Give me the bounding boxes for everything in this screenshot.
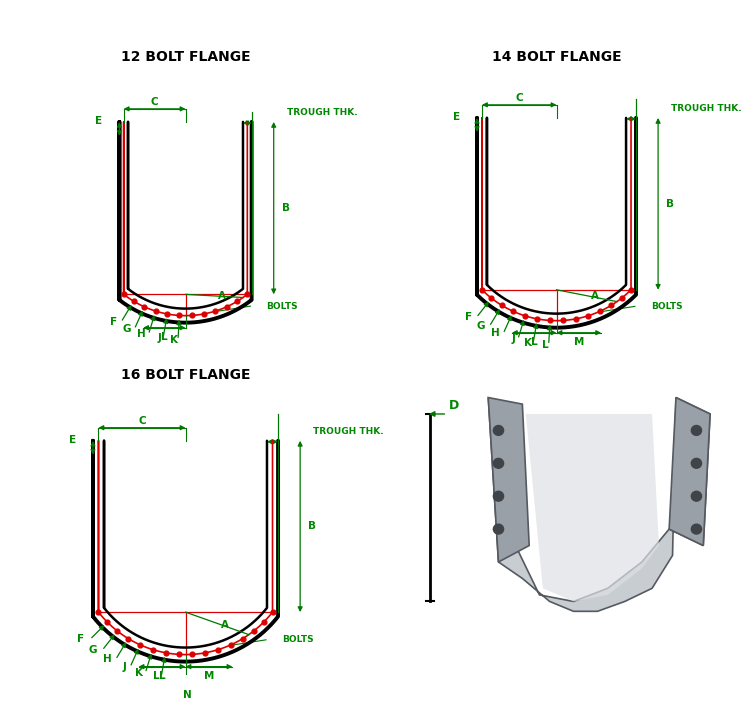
Text: L: L <box>531 337 537 347</box>
Point <box>128 295 139 307</box>
Text: C: C <box>138 415 146 425</box>
Point <box>174 310 186 321</box>
Point <box>134 639 146 651</box>
Text: L: L <box>161 332 168 342</box>
Text: B: B <box>308 521 316 531</box>
Text: TROUGH THK.: TROUGH THK. <box>313 428 384 436</box>
Point <box>197 308 209 320</box>
Text: E: E <box>69 435 76 445</box>
Point <box>594 305 605 317</box>
Point <box>237 633 249 644</box>
Text: E: E <box>453 112 460 122</box>
Point <box>93 606 105 618</box>
Point <box>212 644 224 655</box>
Point <box>162 308 174 320</box>
Text: B: B <box>666 199 674 209</box>
Text: G: G <box>477 321 485 331</box>
Circle shape <box>692 524 702 534</box>
Title: 12 BOLT FLANGE: 12 BOLT FLANGE <box>121 49 250 64</box>
Text: N: N <box>183 690 192 700</box>
Point <box>544 315 556 326</box>
Point <box>173 649 185 660</box>
Text: F: F <box>464 312 472 322</box>
Point <box>160 647 171 659</box>
Text: K: K <box>169 335 177 345</box>
Polygon shape <box>526 414 659 601</box>
Text: K: K <box>524 337 532 347</box>
Text: BOLTS: BOLTS <box>651 302 683 311</box>
Point <box>605 300 617 311</box>
Point <box>139 301 151 312</box>
Point <box>519 310 531 322</box>
Text: H: H <box>137 329 146 339</box>
Point <box>111 626 123 637</box>
Circle shape <box>493 458 504 468</box>
Point <box>557 315 569 326</box>
Text: J: J <box>158 332 162 342</box>
Text: J: J <box>512 334 516 344</box>
Point <box>582 310 594 322</box>
Text: A: A <box>218 291 226 301</box>
Text: L: L <box>159 671 165 681</box>
Circle shape <box>493 491 504 501</box>
Title: 14 BOLT FLANGE: 14 BOLT FLANGE <box>492 49 621 64</box>
Point <box>625 284 637 295</box>
Point <box>147 644 159 655</box>
Point <box>220 301 232 312</box>
Point <box>570 313 582 325</box>
Text: C: C <box>516 93 523 103</box>
Point <box>186 649 198 660</box>
Circle shape <box>692 458 702 468</box>
Text: TROUGH THK.: TROUGH THK. <box>286 109 358 117</box>
Text: M: M <box>574 337 584 347</box>
Text: D: D <box>449 400 459 413</box>
Circle shape <box>493 524 504 534</box>
Point <box>531 313 543 325</box>
Point <box>241 289 253 300</box>
Point <box>485 292 497 304</box>
Text: H: H <box>103 654 111 664</box>
Text: M: M <box>204 671 214 681</box>
Title: 16 BOLT FLANGE: 16 BOLT FLANGE <box>121 368 250 383</box>
Point <box>209 305 221 317</box>
Text: BOLTS: BOLTS <box>266 302 298 310</box>
Point <box>102 616 114 628</box>
Text: E: E <box>95 116 102 126</box>
Point <box>616 292 628 304</box>
Circle shape <box>692 425 702 435</box>
Point <box>257 616 269 628</box>
Point <box>186 310 197 321</box>
Polygon shape <box>488 398 529 562</box>
Point <box>232 295 243 307</box>
Point <box>248 626 260 637</box>
Text: B: B <box>282 203 290 213</box>
Text: K: K <box>135 668 143 678</box>
Text: J: J <box>123 662 127 672</box>
Text: L: L <box>542 340 548 350</box>
Text: A: A <box>221 619 229 629</box>
Text: G: G <box>122 324 131 334</box>
Text: L: L <box>153 671 160 681</box>
Circle shape <box>493 425 504 435</box>
Point <box>122 633 134 644</box>
Text: C: C <box>151 97 158 107</box>
Polygon shape <box>488 398 710 611</box>
Text: BOLTS: BOLTS <box>282 636 314 644</box>
Text: A: A <box>591 291 599 301</box>
Point <box>150 305 162 317</box>
Text: F: F <box>77 634 85 644</box>
Point <box>200 647 211 659</box>
Text: TROUGH THK.: TROUGH THK. <box>672 104 742 114</box>
Point <box>476 284 488 295</box>
Point <box>225 639 237 651</box>
Text: F: F <box>110 317 117 327</box>
Point <box>508 305 519 317</box>
Point <box>266 606 278 618</box>
Text: G: G <box>89 645 97 655</box>
Text: H: H <box>491 328 500 338</box>
Circle shape <box>692 491 702 501</box>
Polygon shape <box>669 398 710 546</box>
Point <box>118 289 130 300</box>
Point <box>496 300 508 311</box>
